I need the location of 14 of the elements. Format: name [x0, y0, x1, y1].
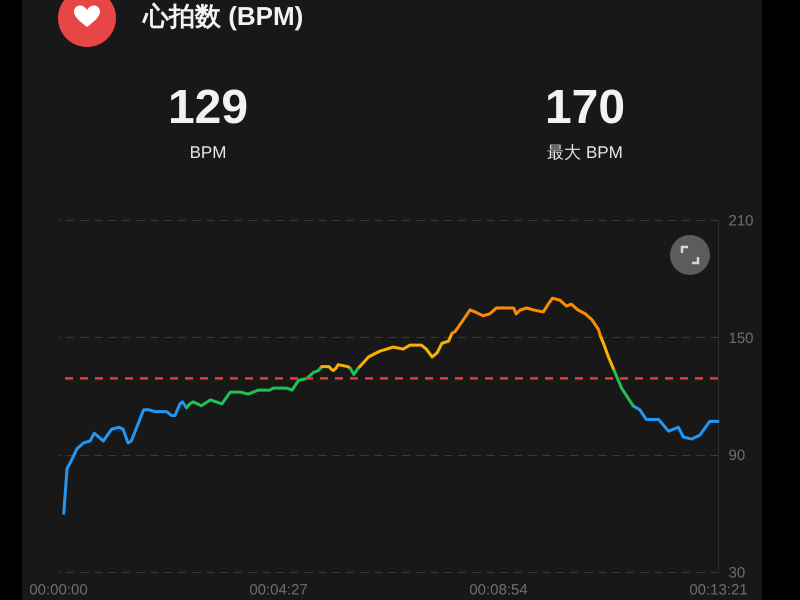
x-tick-label: 00:08:54: [469, 582, 528, 598]
line-series: [450, 296, 602, 337]
y-tick-label: 30: [728, 564, 746, 582]
x-tick-label: 00:00:00: [29, 582, 88, 598]
y-tick-label: 150: [728, 330, 754, 347]
y-tick-label: 90: [728, 447, 746, 464]
text: 170: [544, 81, 626, 134]
chart-title: 心拍数 (BPM): [143, 1, 304, 31]
x-tick-label: 00:04:27: [249, 582, 308, 598]
x-tick-label: 00:13:21: [689, 582, 748, 598]
text: 129: [166, 81, 250, 134]
text: 最大 BPM: [546, 143, 624, 163]
text: BPM: [188, 143, 228, 163]
y-tick-label: 210: [728, 212, 754, 230]
